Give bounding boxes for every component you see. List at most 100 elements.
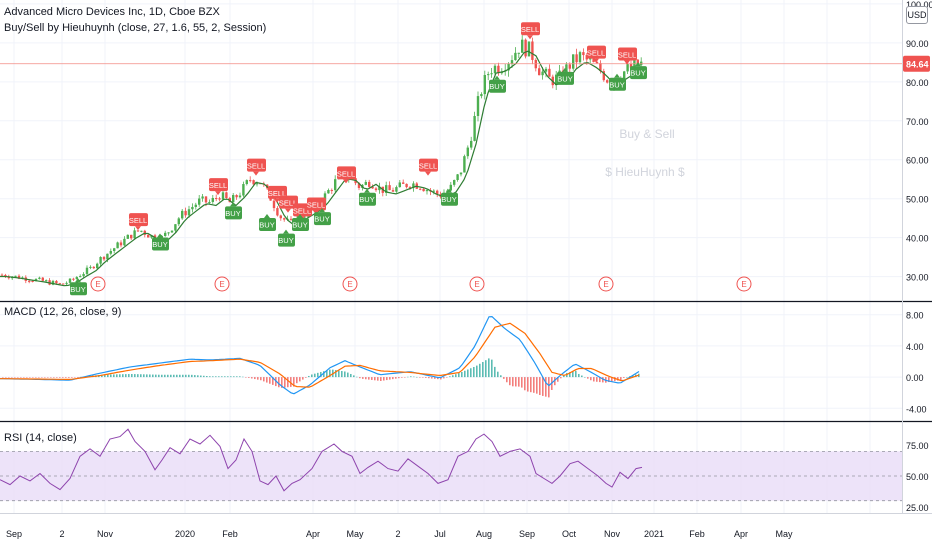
macd-histogram-bar	[626, 377, 628, 378]
candle-body	[51, 280, 55, 285]
candle-body	[368, 181, 371, 187]
macd-histogram-bar	[581, 375, 583, 378]
grid-lines	[0, 0, 902, 513]
macd-histogram-bar	[548, 377, 550, 398]
candle-body	[487, 74, 490, 76]
macd-histogram-bar	[68, 377, 70, 378]
macd-histogram-bar	[335, 370, 337, 378]
macd-histogram-bar	[20, 377, 22, 378]
macd-histogram-bar	[149, 374, 151, 378]
candle-body	[493, 65, 497, 74]
candle-body	[113, 248, 116, 251]
macd-axis-tick: 4.00	[906, 342, 924, 352]
macd-histogram-bar	[614, 377, 616, 382]
candle-body	[385, 185, 388, 193]
macd-histogram-bar	[242, 376, 244, 378]
macd-histogram-bar	[491, 359, 493, 378]
buy-marker-pointer	[157, 233, 163, 238]
candle-body	[0, 274, 4, 276]
macd-histogram-bar	[329, 369, 331, 378]
time-axis-tick: May	[775, 529, 793, 539]
macd-histogram-bar	[467, 369, 469, 378]
macd-label: MACD (12, 26, close, 9)	[4, 306, 122, 318]
macd-histogram-bar	[557, 377, 559, 382]
macd-histogram-bar	[173, 374, 175, 378]
macd-histogram-bar	[374, 377, 376, 381]
macd-histogram-bar	[593, 377, 595, 382]
candle-body	[473, 115, 476, 141]
macd-histogram-bar	[119, 374, 121, 378]
macd-histogram-bar	[542, 377, 544, 396]
candle-body	[204, 196, 208, 203]
candle-body	[82, 273, 85, 277]
macd-histogram-bar	[191, 374, 193, 378]
candle-body	[527, 41, 531, 57]
macd-histogram-bar	[314, 373, 316, 378]
macd-histogram-bar	[359, 377, 361, 379]
sell-marker	[337, 166, 356, 180]
sell-marker-pointer	[343, 179, 349, 184]
macd-histogram-bar	[320, 372, 322, 378]
buy-marker-pointer	[75, 278, 81, 283]
candle-body	[371, 186, 374, 189]
candle-body	[41, 277, 44, 281]
sell-marker-pointer	[135, 226, 141, 231]
macd-histogram-bar	[212, 376, 214, 378]
buy-label: BUY	[314, 215, 329, 224]
candle-body	[582, 52, 585, 56]
rsi-pane	[0, 428, 902, 502]
candle-body	[79, 276, 82, 278]
macd-histogram-bar	[389, 377, 391, 380]
macd-histogram-bar	[200, 375, 202, 378]
macd-histogram-bar	[539, 377, 541, 396]
macd-histogram-bar	[317, 372, 319, 378]
macd-histogram-bar	[518, 377, 520, 387]
macd-histogram-bar	[494, 366, 496, 378]
macd-pane	[0, 315, 640, 398]
macd-histogram-bar	[497, 371, 499, 378]
candle-body	[167, 232, 170, 234]
candle-body	[133, 230, 136, 239]
candle-body	[102, 257, 106, 260]
candle-body	[432, 190, 435, 192]
candle-body	[514, 52, 517, 61]
candle-body	[497, 65, 500, 74]
buy-marker	[489, 79, 506, 93]
macd-histogram-bar	[461, 372, 463, 378]
candle-body	[75, 277, 78, 280]
price-axis-tick: 40.00	[906, 234, 929, 244]
macd-histogram-bar	[296, 377, 298, 384]
rsi-axis-tick: 75.00	[906, 441, 929, 451]
macd-histogram-bar	[428, 377, 430, 379]
macd-histogram-bar	[29, 377, 31, 378]
macd-histogram-bar	[365, 377, 367, 380]
macd-histogram-bar	[50, 377, 52, 378]
candle-body	[449, 184, 452, 191]
macd-histogram-bar	[608, 377, 610, 383]
macd-histogram-bar	[515, 377, 517, 387]
currency-button[interactable]: USD	[906, 6, 928, 24]
rsi-axis-tick: 50.00	[906, 472, 929, 482]
macd-histogram-bar	[455, 374, 457, 378]
price-axis-tick: 100.00	[906, 0, 932, 10]
earnings-marker	[469, 276, 485, 292]
candle-body	[187, 209, 191, 216]
sell-marker	[618, 47, 637, 61]
sell-label: SELL	[279, 199, 297, 208]
macd-histogram-bar	[347, 372, 349, 378]
candle-body	[279, 215, 282, 219]
candle-body	[245, 180, 248, 185]
macd-histogram-bar	[371, 377, 373, 380]
buy-marker	[70, 282, 87, 296]
macd-histogram-bar	[425, 377, 427, 378]
sell-marker	[209, 178, 228, 192]
buy-label: BUY	[152, 240, 167, 249]
macd-histogram-bar	[587, 377, 589, 379]
candle-body	[218, 198, 221, 200]
earnings-marker	[214, 276, 230, 292]
macd-histogram-bar	[398, 377, 400, 379]
macd-histogram-bar	[473, 367, 475, 378]
candle-body	[140, 230, 143, 232]
macd-axis-tick: 8.00	[906, 311, 924, 321]
candle-body	[507, 63, 510, 71]
